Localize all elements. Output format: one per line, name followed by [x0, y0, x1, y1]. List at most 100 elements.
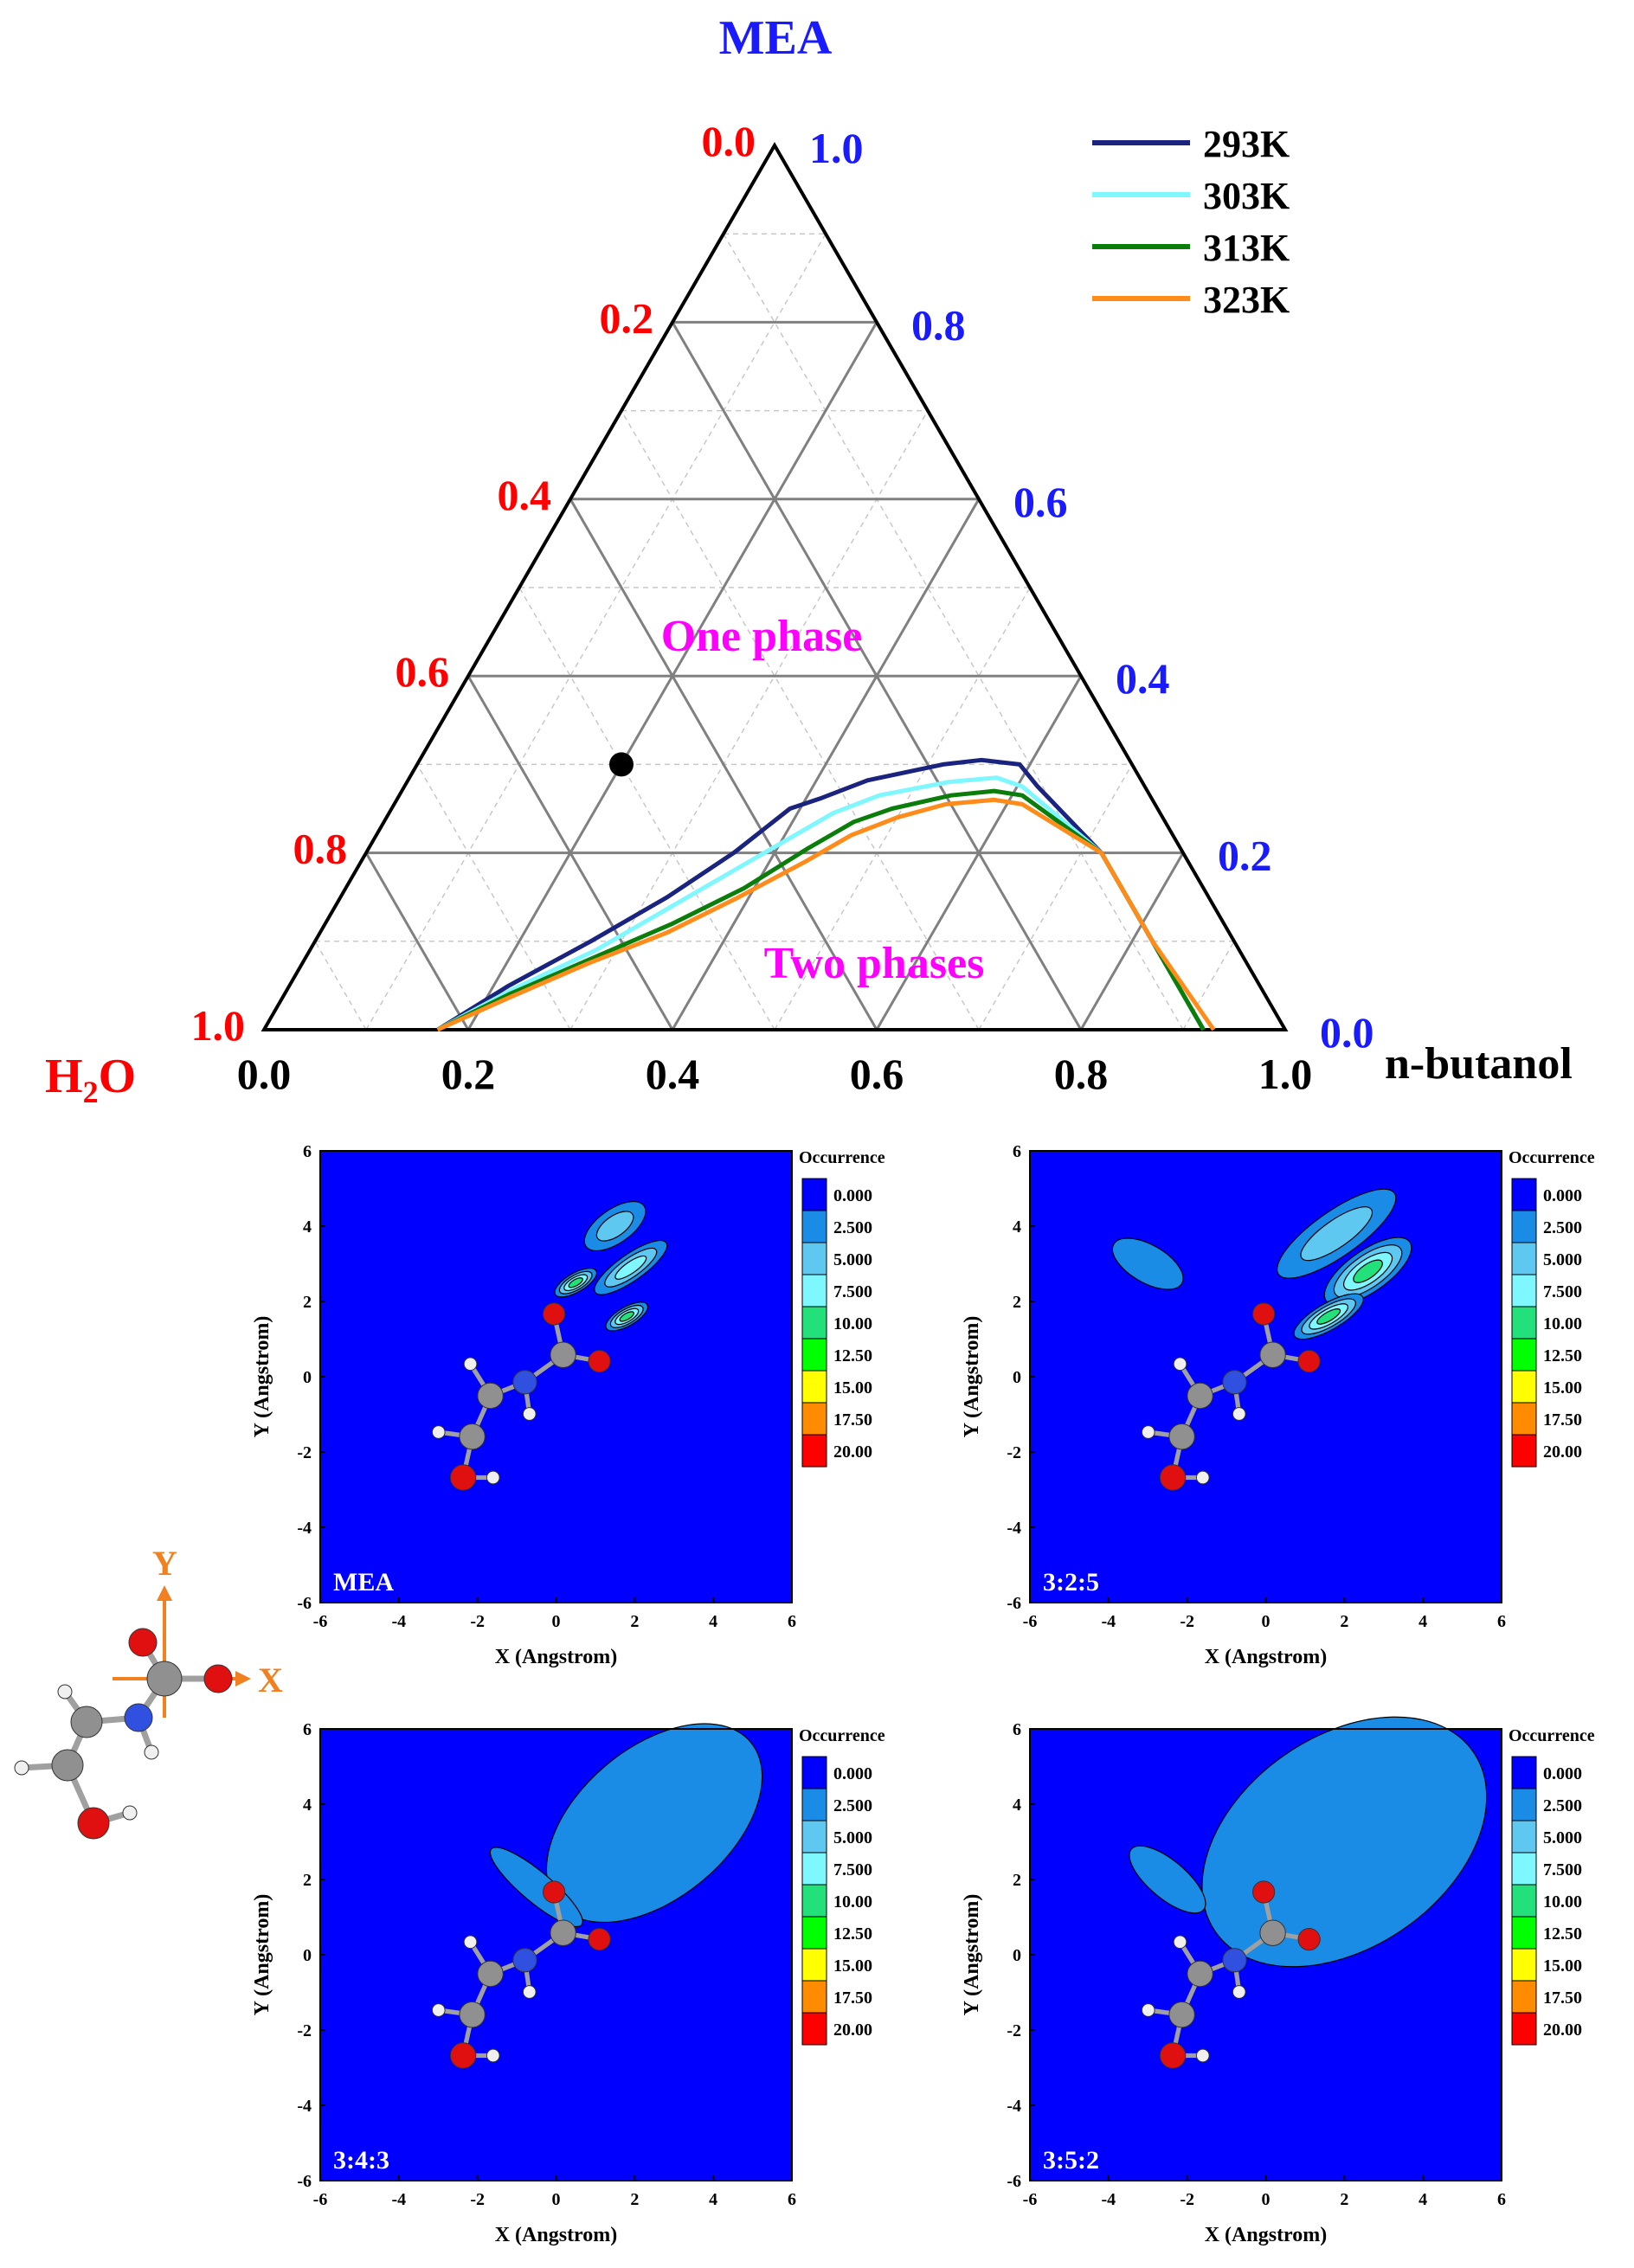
colorbar-level-label: 2.500	[833, 1796, 872, 1815]
colorbar-swatch	[1511, 1852, 1537, 1886]
y-tick-label: -2	[297, 1443, 312, 1462]
hydrogen-atom	[1141, 1425, 1155, 1439]
x-tick-label: 0	[1262, 1612, 1271, 1631]
h2o-tick-label: 0.0	[702, 117, 756, 165]
hydrogen-atom	[431, 1425, 446, 1439]
x-tick-label: 0	[552, 1612, 561, 1631]
colorbar-level-label: 12.50	[1543, 1346, 1582, 1365]
hydrogen-atom	[522, 1985, 537, 1999]
hydrogen-atom	[1173, 1935, 1187, 1950]
h2o-tick-label: 0.4	[498, 471, 552, 519]
colorbar-swatch	[801, 1178, 827, 1211]
carbonyl-oxygen	[1297, 1350, 1321, 1373]
y-tick-label: 2	[1013, 1293, 1021, 1312]
colorbar-level-label: 10.00	[833, 1892, 872, 1911]
series-line-293K	[436, 757, 1206, 1032]
carbon-atom	[477, 1382, 504, 1410]
composition-marker	[609, 752, 634, 777]
butanol-tick-label: 1.0	[1258, 1050, 1313, 1098]
colorbar-swatch	[801, 2012, 827, 2046]
fine-grid-line	[978, 764, 1133, 1031]
colorbar-swatch	[1511, 1338, 1537, 1372]
x-tick-label: 6	[788, 2190, 796, 2209]
y-tick-label: 6	[1013, 1142, 1021, 1161]
x-tick-label: 4	[709, 2190, 717, 2209]
x-tick-label: -6	[313, 2190, 328, 2209]
x-tick-label: 2	[1340, 1612, 1348, 1631]
hydrogen-atom	[1141, 2003, 1155, 2017]
x-tick-label: 6	[1497, 1612, 1506, 1631]
y-tick-label: -6	[297, 1594, 312, 1613]
x-tick-label: 4	[1418, 2190, 1427, 2209]
hydrogen-atom	[1195, 2048, 1210, 2063]
colorbar-level-label: 20.00	[1543, 1442, 1582, 1462]
contour-level	[1129, 1845, 1206, 1914]
x-tick-label: 4	[1418, 1612, 1427, 1631]
y-tick-label: -2	[1007, 1443, 1021, 1462]
x-tick-label: -4	[391, 2190, 406, 2209]
colorbar-swatch	[1511, 1242, 1537, 1275]
carbonyl-oxygen	[203, 1664, 233, 1693]
colorbar-swatch	[1511, 1980, 1537, 2014]
carbon-atom	[70, 1706, 103, 1738]
hydrogen-atom	[486, 1470, 500, 1485]
mea-tick-label: 0.8	[911, 300, 966, 349]
composition-point	[609, 752, 634, 777]
hydroxyl-oxygen	[77, 1807, 110, 1840]
carbonyl-oxygen	[588, 1928, 611, 1951]
colorbar-swatch	[801, 1884, 827, 1918]
y-axis-label: Y (Angstrom)	[961, 1316, 983, 1438]
panel-label: MEA	[333, 1568, 394, 1597]
y-tick-label: 0	[303, 1368, 312, 1387]
y-tick-label: 0	[1013, 1368, 1021, 1387]
y-tick-label: -4	[297, 1519, 312, 1538]
y-tick-label: 2	[1013, 1871, 1021, 1890]
colorbar-swatch	[801, 1370, 827, 1404]
x-tick-label: 4	[709, 1612, 717, 1631]
colorbar-level-label: 15.00	[1543, 1956, 1582, 1976]
grid-line	[875, 675, 1083, 1031]
colorbar-swatch	[1511, 1948, 1537, 1982]
grid-line	[569, 498, 878, 1031]
butanol-tick-label: 0.2	[441, 1050, 496, 1098]
x-tick-label: -2	[1180, 2190, 1194, 2209]
hydrogen-atom	[1195, 1470, 1210, 1485]
carbonyl-oxygen	[543, 1880, 566, 1904]
plot-area	[1030, 1151, 1502, 1603]
x-axis-label: X	[258, 1661, 283, 1699]
y-tick-label: -6	[297, 2172, 312, 2191]
colorbar-level-label: 2.500	[1543, 1218, 1582, 1237]
series-line-303K	[436, 775, 1206, 1032]
x-tick-label: -4	[391, 1612, 406, 1631]
x-axis-label: X (Angstrom)	[495, 2224, 618, 2246]
ternary-series-lines	[436, 757, 1216, 1032]
fine-grid-line	[723, 233, 1184, 1031]
axis-molecule-icon: Y X	[14, 1544, 283, 1840]
colorbar-swatch	[801, 1788, 827, 1821]
carbonyl-oxygen	[1252, 1302, 1276, 1326]
colorbar-level-label: 17.50	[833, 1410, 872, 1430]
colorbar-swatch	[1511, 1402, 1537, 1436]
x-tick-label: -4	[1101, 1612, 1116, 1631]
contour-level	[568, 1277, 583, 1288]
hydroxyl-oxygen	[1159, 2042, 1187, 2069]
panel-label: 3:5:2	[1043, 2146, 1099, 2175]
colorbar-swatch	[1511, 1820, 1537, 1854]
hydrogen-atom	[1173, 1357, 1187, 1372]
y-axis-label: Y (Angstrom)	[961, 1894, 983, 2016]
colorbar-level-label: 15.00	[833, 1956, 872, 1976]
vertex-label-h2o: H2O	[45, 1050, 136, 1109]
carbon-atom	[477, 1960, 504, 1988]
carbamate-carbon	[1259, 1919, 1286, 1946]
carbonyl-oxygen	[543, 1302, 566, 1326]
fine-grid-line	[314, 941, 367, 1031]
x-axis-label: X (Angstrom)	[1205, 1646, 1328, 1668]
colorbar-level-label: 10.00	[1543, 1314, 1582, 1333]
colorbar-level-label: 0.000	[1543, 1186, 1582, 1205]
y-tick-label: -6	[1007, 1594, 1021, 1613]
colorbar-swatch	[1511, 1434, 1537, 1468]
colorbar-level-label: 17.50	[833, 1989, 872, 2008]
y-axis-label: Y	[152, 1544, 177, 1583]
ternary-tick-labels: 0.0 0.2 0.4 0.6 0.8 1.0 1.0 0.8 0.6 0.4 0.2 0.0 0.0 0…	[191, 117, 1374, 1098]
